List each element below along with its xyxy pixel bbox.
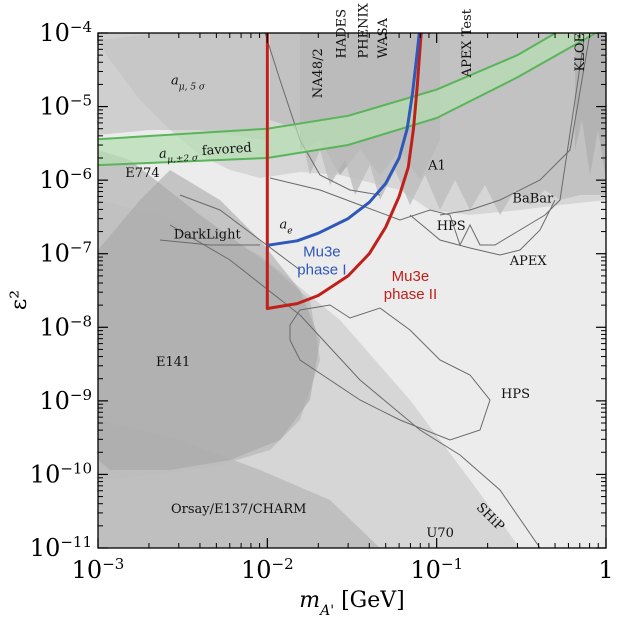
- g2-favored-band-upper: [98, 33, 558, 141]
- region-label-1: DarkLight: [174, 228, 242, 243]
- x-axis-title: mA' [GeV]: [299, 588, 404, 619]
- contour-hps-upper: [269, 33, 586, 247]
- g2-bands: [98, 33, 598, 167]
- region-a-mu-5sigma: [98, 33, 265, 140]
- region-label-2: E141: [156, 355, 190, 370]
- y-tick-label-2: 10−9: [39, 386, 92, 415]
- region-label-10: A1: [427, 158, 446, 173]
- region-label-8: APEX: [509, 254, 548, 269]
- region-label-7: HPS: [437, 219, 466, 234]
- mu3e-curves: [265, 33, 423, 310]
- y-tick-label-5: 10−6: [39, 165, 92, 194]
- mu3e-phase1-curve: [267, 33, 421, 247]
- x-tick-label-0: 10−3: [72, 555, 125, 584]
- x-tick-label-1: 10−2: [241, 555, 294, 584]
- y-tick-label-0: 10−11: [30, 533, 92, 562]
- contour-ship: [169, 224, 541, 548]
- y-tick-label-4: 10−7: [39, 239, 92, 268]
- region-label-0: E774: [125, 166, 159, 181]
- mu3e-phase2-label: Mu3e phase II: [384, 268, 437, 303]
- region-a1-spikes: [270, 33, 606, 215]
- contour-babar: [439, 33, 591, 216]
- g2-favored-band-lower: [98, 33, 598, 167]
- plot-frame: [97, 32, 607, 549]
- y-axis-title: ε²: [7, 290, 32, 310]
- sensitivity-contours: [159, 33, 591, 548]
- contour-apex: [409, 199, 556, 256]
- region-label-18: ae: [280, 218, 293, 237]
- region-label-11: APEX Test: [460, 8, 475, 78]
- x-tick-label-2: 10−1: [410, 555, 463, 584]
- y-tick-label-3: 10−8: [39, 312, 92, 341]
- region-label-4: U70: [426, 526, 454, 541]
- mu3e-phase1-label: Mu3e phase I: [297, 244, 346, 279]
- region-kloe: [575, 33, 606, 180]
- x-tick-label-3: 1: [598, 556, 613, 584]
- y-tick-label-6: 10−5: [39, 92, 92, 121]
- region-label-13: NA48/2: [311, 48, 326, 98]
- region-label-3: Orsay/E137/CHARM: [171, 502, 306, 517]
- region-label-12: KLOE: [573, 33, 588, 72]
- axis-ticks: 10−3 10−2 10−1 110−1110−1010−910−810−710−61…: [30, 18, 614, 584]
- y-tick-label-1: 10−10: [30, 459, 92, 488]
- y-tick-label-7: 10−4: [39, 18, 92, 47]
- region-e141-dark: [98, 170, 320, 470]
- contour-e774: [179, 194, 301, 271]
- exclusion-regions: [98, 33, 606, 548]
- region-label-6: HPS: [501, 387, 530, 402]
- region-label-16: WASA: [376, 17, 391, 58]
- mu3e-phase2-curve: [265, 33, 423, 310]
- contour-darklight: [159, 239, 260, 246]
- region-label-19: aμ,±2 σ favored: [159, 141, 253, 166]
- region-label-15: PHENIX: [356, 2, 371, 58]
- region-label-14: HADES: [335, 9, 350, 59]
- region-label-17: aμ, 5 σ: [171, 73, 206, 92]
- contour-na48: [264, 33, 381, 196]
- region-label-9: BaBar: [512, 191, 554, 206]
- contour-hps-lower: [289, 304, 491, 441]
